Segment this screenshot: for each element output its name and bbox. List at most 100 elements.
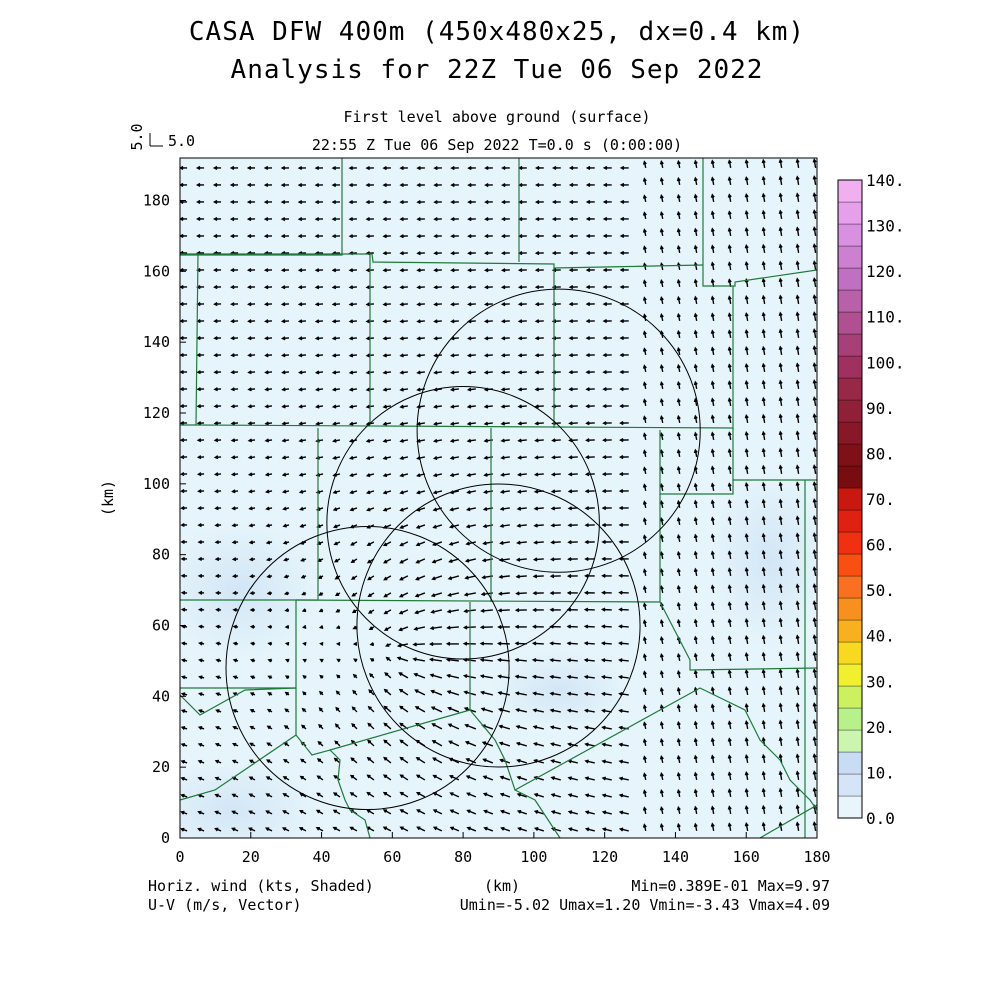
wind-vector [585,336,595,341]
county-boundaries [180,158,817,838]
wind-vector [348,438,358,443]
wind-vector [214,523,222,528]
wind-vector [500,455,510,460]
wind-vector [348,353,358,358]
wind-vector [727,210,732,220]
wind-vector [659,398,664,407]
wind-vector [517,421,527,426]
wind-vector [533,506,544,511]
wind-vector [416,165,425,171]
colorbar-label: 20. [866,718,895,737]
wind-vector [676,822,681,832]
wind-vector [795,600,800,611]
wind-vector [433,370,442,375]
wind-vector [301,624,307,629]
wind-vector [514,691,527,696]
colorbar-label: 140. [866,171,905,190]
wind-vector [399,182,408,188]
wind-vector [693,584,698,594]
wind-vector [710,482,715,492]
wind-vector [180,522,188,528]
y-tick-label: 0 [161,829,170,847]
wind-vector [266,557,273,562]
wind-vector [249,591,256,596]
wind-vector [642,823,647,832]
wind-vector [642,398,647,407]
wind-vector [727,720,732,730]
wind-vector [642,789,647,798]
wind-vector [230,268,239,273]
wind-vector [382,791,392,798]
wind-vector [710,788,715,798]
wind-vector [365,217,374,222]
wind-vector [601,590,612,595]
wind-vector [298,370,307,375]
wind-vector [727,652,732,662]
wind-speed-shading [180,158,817,838]
reference-vector: 5.0 5.0 [128,123,195,150]
wind-vector [298,404,307,409]
wind-vector [416,182,425,188]
wind-vector [483,319,493,324]
wind-vector [676,414,681,424]
wind-vector [297,319,307,324]
wind-vector [430,609,443,614]
wind-vector [812,753,817,764]
wind-vector [247,353,256,358]
wind-vector [812,821,817,832]
wind-vector [778,821,783,832]
footer-shading-label: Horiz. wind (kts, Shaded) [148,877,374,895]
wind-vector [484,182,493,188]
wind-vector [231,523,239,528]
radar-rings [225,288,701,811]
wind-vector [778,787,783,798]
wind-vector [659,483,664,492]
wind-vector [196,336,205,341]
y-axis: 0 20 40 60 80 100 120 140 160 180 [143,192,186,847]
wind-vector [281,404,290,409]
wind-vector [449,507,460,512]
colorbar-label: 0.0 [866,809,895,828]
wind-vector [795,668,800,679]
wind-vector [282,523,290,528]
wind-vector [398,688,409,696]
wind-vector [399,353,408,358]
wind-vector [334,723,341,730]
wind-vector [497,674,510,679]
wind-vector [464,740,477,747]
wind-vector [266,708,273,713]
wind-vector [248,793,256,798]
wind-vector [247,421,256,426]
wind-vector [264,370,273,375]
wind-vector [232,709,239,713]
wind-vector [349,455,358,460]
wind-vector [551,182,561,188]
wind-vector [710,822,715,832]
wind-vector [568,387,578,392]
wind-vector [215,709,222,713]
wind-vector [399,558,409,564]
colorbar-swatch [837,619,863,643]
wind-vector [399,200,408,205]
wind-vector [399,370,408,375]
wind-vector [498,724,511,730]
wind-vector [744,770,749,781]
wind-vector [795,685,800,696]
wind-vector [348,285,357,290]
wind-vector [467,285,476,290]
wind-vector [778,770,783,781]
wind-vector [583,641,595,646]
wind-vector [280,302,290,307]
wind-vector [212,233,222,239]
wind-vector [180,387,188,392]
wind-vector [382,507,392,512]
wind-vector [399,456,409,461]
wind-vector [484,285,493,290]
wind-vector [497,707,510,713]
colorbar-label: 10. [866,763,895,782]
wind-vector [399,756,409,764]
wind-vector [601,506,612,511]
wind-vector [281,827,290,832]
wind-vector [382,456,392,461]
wind-vector [230,404,239,409]
